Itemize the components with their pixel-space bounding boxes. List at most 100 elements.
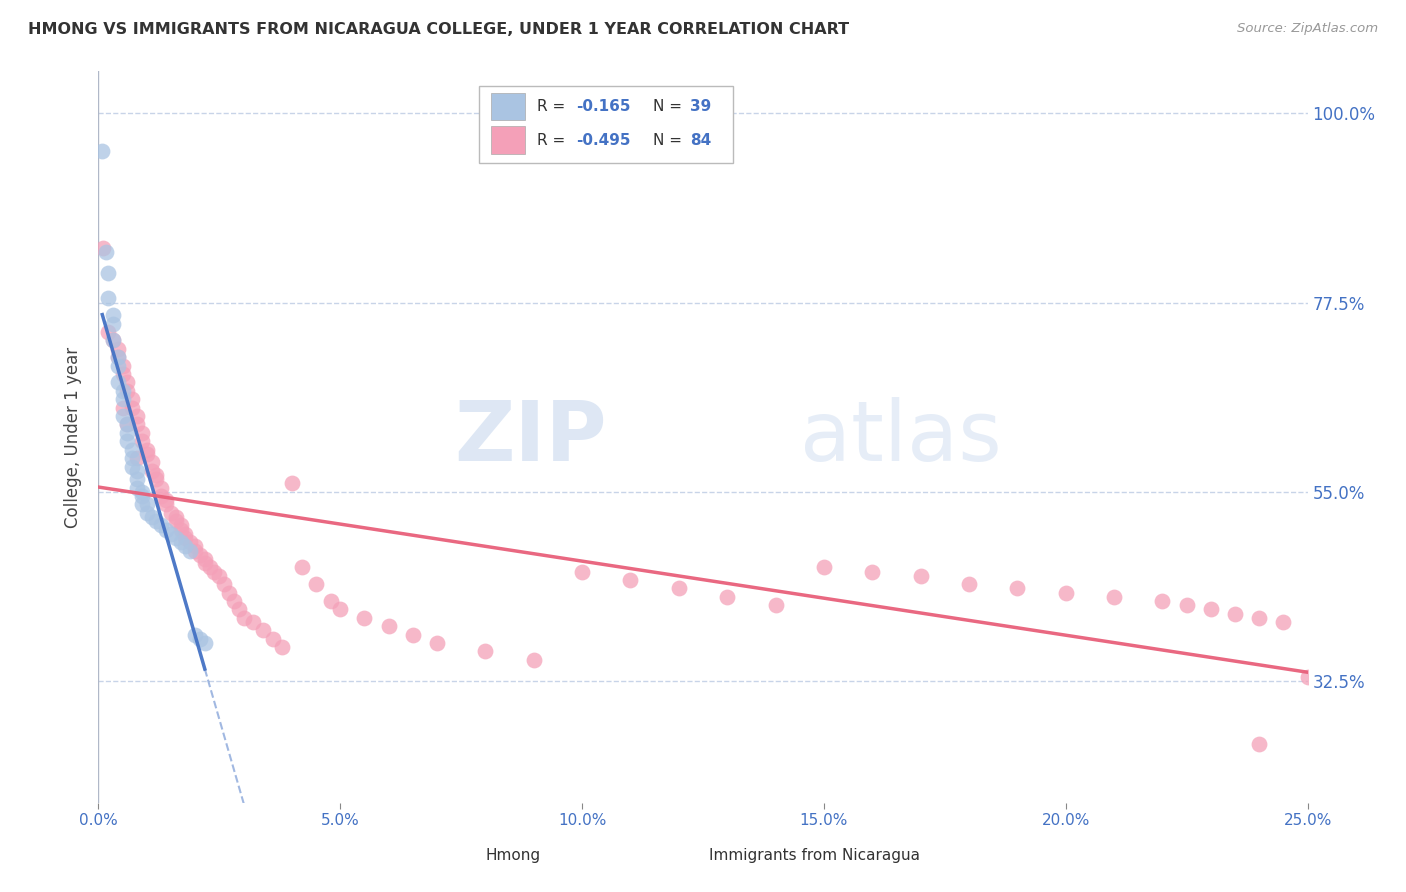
Point xyxy=(165,510,187,524)
Text: Hmong: Hmong xyxy=(485,848,540,863)
Point xyxy=(131,489,153,503)
Point xyxy=(271,640,294,655)
Bar xyxy=(666,844,700,869)
Point xyxy=(1296,670,1319,684)
Point xyxy=(94,245,117,260)
Point xyxy=(141,464,163,478)
Point xyxy=(97,266,120,280)
Point xyxy=(169,518,191,533)
Point xyxy=(353,611,375,625)
Point xyxy=(169,535,191,549)
Point xyxy=(101,334,124,348)
Point xyxy=(1272,615,1295,629)
Point xyxy=(101,317,124,331)
Point xyxy=(121,451,143,466)
Point xyxy=(127,451,149,466)
Point xyxy=(127,409,149,423)
Point xyxy=(1175,599,1198,613)
Point xyxy=(145,514,167,528)
Point xyxy=(179,543,201,558)
Point xyxy=(135,447,157,461)
FancyBboxPatch shape xyxy=(479,86,734,163)
Point xyxy=(117,384,139,398)
Point xyxy=(111,401,134,415)
Point xyxy=(377,619,399,633)
Point xyxy=(97,325,120,339)
Bar xyxy=(492,127,526,154)
Point xyxy=(101,334,124,348)
Point xyxy=(194,636,217,650)
Text: R =: R = xyxy=(537,133,571,147)
Point xyxy=(668,582,690,596)
Point xyxy=(111,384,134,398)
Text: Immigrants from Nicaragua: Immigrants from Nicaragua xyxy=(709,848,920,863)
Point xyxy=(1054,585,1077,599)
Point xyxy=(174,526,197,541)
Point xyxy=(107,342,129,356)
Point xyxy=(319,594,342,608)
Point xyxy=(145,472,167,486)
Point xyxy=(910,569,932,583)
Point xyxy=(222,594,245,608)
Point xyxy=(131,484,153,499)
Point xyxy=(111,367,134,381)
Point xyxy=(117,425,139,440)
Point xyxy=(150,489,173,503)
Point xyxy=(121,392,143,407)
Point xyxy=(165,531,187,545)
Point xyxy=(194,556,217,570)
Text: N =: N = xyxy=(654,133,688,147)
Point xyxy=(329,602,352,616)
Point xyxy=(160,506,183,520)
Point xyxy=(141,510,163,524)
Point xyxy=(204,565,226,579)
Point xyxy=(111,392,134,407)
Point xyxy=(155,497,177,511)
Point xyxy=(174,531,197,545)
Point xyxy=(262,632,284,646)
Point xyxy=(184,627,207,641)
Bar xyxy=(443,844,477,869)
Point xyxy=(281,476,304,491)
Point xyxy=(474,644,496,658)
Text: Source: ZipAtlas.com: Source: ZipAtlas.com xyxy=(1237,22,1378,36)
Point xyxy=(169,523,191,537)
Point xyxy=(402,627,425,641)
Point xyxy=(121,442,143,457)
Point xyxy=(155,493,177,508)
Text: 39: 39 xyxy=(690,99,711,114)
Point xyxy=(155,523,177,537)
Point xyxy=(131,425,153,440)
Point xyxy=(107,376,129,390)
Point xyxy=(91,241,114,255)
Point xyxy=(188,548,211,562)
Point xyxy=(232,611,254,625)
Point xyxy=(208,569,231,583)
Text: atlas: atlas xyxy=(800,397,1001,477)
Point xyxy=(188,632,211,646)
Point xyxy=(813,560,835,574)
Point xyxy=(107,350,129,364)
Point xyxy=(1102,590,1125,604)
Point xyxy=(127,464,149,478)
Point xyxy=(141,455,163,469)
Point xyxy=(135,497,157,511)
Point xyxy=(860,565,883,579)
Point xyxy=(127,417,149,432)
Text: 84: 84 xyxy=(690,133,711,147)
Point xyxy=(571,565,593,579)
Text: -0.165: -0.165 xyxy=(576,99,630,114)
Point xyxy=(131,497,153,511)
Point xyxy=(716,590,738,604)
Point xyxy=(523,653,546,667)
Point xyxy=(198,560,221,574)
Point xyxy=(242,615,264,629)
Point xyxy=(1152,594,1174,608)
Text: R =: R = xyxy=(537,99,571,114)
Text: N =: N = xyxy=(654,99,688,114)
Point xyxy=(127,481,149,495)
Point xyxy=(97,291,120,305)
Point xyxy=(184,540,207,554)
Point xyxy=(184,543,207,558)
Point xyxy=(957,577,980,591)
